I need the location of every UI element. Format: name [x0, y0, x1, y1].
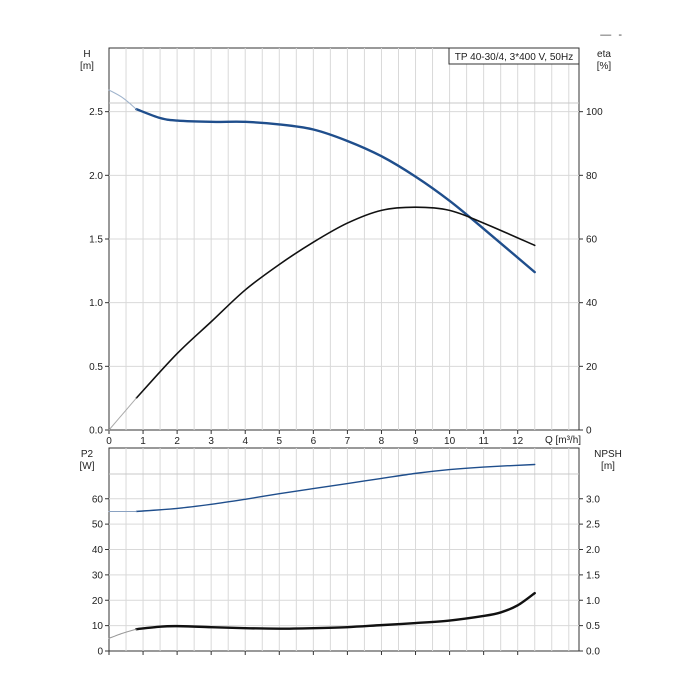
right-axis-tick-label: 2.5: [586, 520, 600, 531]
right-axis-unit: [m]: [601, 461, 615, 472]
right-axis-tick-label: 2.0: [586, 545, 600, 556]
right-axis-tick-label: 1.0: [586, 596, 600, 607]
left-axis-tick-label: 40: [92, 545, 104, 556]
power-npsh-panel: 0 10 20 30 40 50 60 0.0 0.5 1.0 1.5 2.0 2.5 3.0 P2[W] N…: [80, 447, 622, 658]
left-axis-tick-label: 2.5: [89, 107, 103, 118]
right-axis-tick-label: 20: [586, 362, 598, 373]
left-axis-tick-label: 1.5: [89, 235, 103, 246]
left-axis-tick-label: 30: [92, 570, 104, 581]
right-axis-tick-label: 60: [586, 235, 598, 246]
x-axis-tick-label: 4: [242, 436, 248, 447]
series-line-left-0: [135, 463, 536, 513]
corner-mark: — -: [600, 29, 624, 41]
left-axis-tick-label: 0.0: [89, 426, 103, 437]
left-axis-unit: [W]: [80, 461, 95, 472]
x-axis-tick-label: 9: [413, 436, 419, 447]
right-axis-tick-label: 3.0: [586, 494, 600, 505]
series-line-right-2: [135, 206, 536, 399]
left-axis-tick-label: 50: [92, 520, 104, 531]
right-axis-tick-label: 80: [586, 171, 598, 182]
right-axis-unit: [%]: [597, 61, 612, 72]
right-axis-tick-label: 0.5: [586, 621, 600, 632]
left-axis-tick-label: 0: [97, 647, 103, 658]
x-axis-tick-label: 3: [208, 436, 214, 447]
x-axis-tick-label: 2: [174, 436, 180, 447]
right-axis-title: eta: [597, 49, 611, 60]
left-axis-tick-label: 10: [92, 621, 104, 632]
right-axis-tick-label: 40: [586, 298, 598, 309]
series-line-right-3: [108, 628, 137, 639]
x-axis-tick-label: 10: [444, 436, 456, 447]
chart-title: TP 40-30/4, 3*400 V, 50Hz: [455, 52, 573, 63]
x-axis-tick-label: 5: [277, 436, 283, 447]
x-axis-tick-label: 8: [379, 436, 385, 447]
series-line-right-3: [108, 397, 137, 431]
left-axis-tick-label: 1.0: [89, 298, 103, 309]
title-box: [448, 47, 580, 65]
right-axis-tick-label: 0: [586, 426, 592, 437]
left-axis-tick-label: 20: [92, 596, 104, 607]
x-axis-tick-label: 1: [140, 436, 146, 447]
x-axis-tick-label: 11: [478, 436, 489, 447]
left-axis-title: H: [83, 49, 90, 60]
left-axis-tick-label: 60: [92, 494, 104, 505]
series-line-right-2: [135, 591, 536, 631]
right-axis-tick-label: 0.0: [586, 647, 600, 658]
left-axis-tick-label: 0.5: [89, 362, 103, 373]
left-axis-title: P2: [81, 449, 94, 460]
right-axis-tick-label: 1.5: [586, 570, 600, 581]
x-axis-label: Q [m³/h]: [545, 435, 581, 446]
x-axis-tick-label: 12: [512, 436, 524, 447]
right-axis-tick-label: 100: [586, 107, 603, 118]
series-line-left-0: [135, 107, 536, 274]
left-axis-unit: [m]: [80, 61, 94, 72]
x-axis-tick-label: 7: [345, 436, 351, 447]
series-line-left-1: [108, 89, 137, 110]
left-axis-tick-label: 2.0: [89, 171, 103, 182]
right-axis-title: NPSH: [594, 449, 622, 460]
x-axis-tick-label: 0: [106, 436, 112, 447]
x-axis-tick-label: 6: [311, 436, 317, 447]
